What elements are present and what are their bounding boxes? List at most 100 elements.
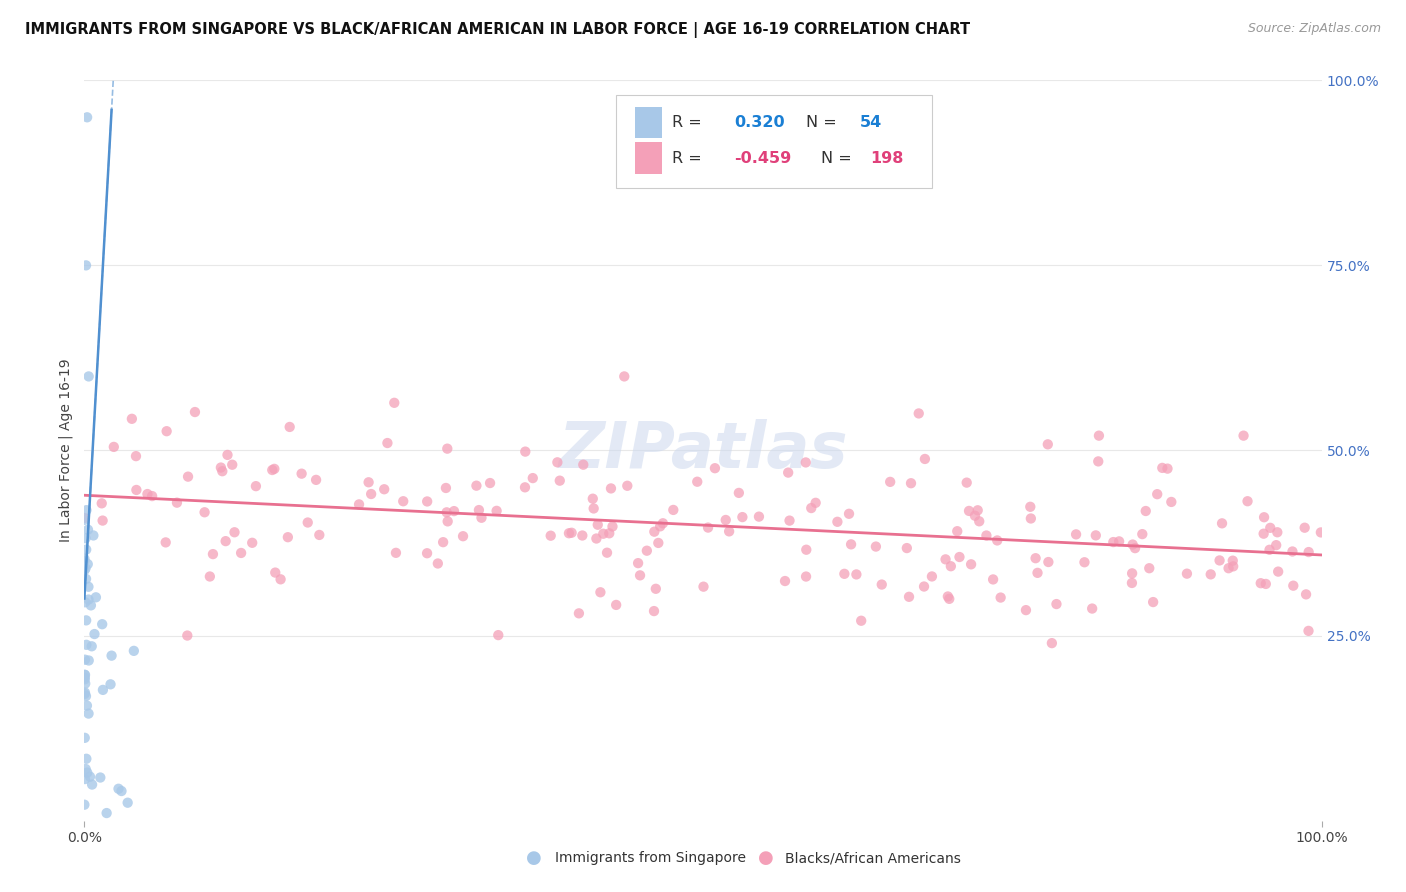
Point: [1137, 561, 1160, 575]
Point: [1121, 566, 1143, 581]
Point: [468, 503, 491, 517]
Point: [91, 682, 114, 697]
Point: [107, 781, 129, 796]
Point: [628, 568, 651, 582]
Point: [73, 513, 96, 527]
Point: [221, 458, 243, 472]
Point: [1036, 437, 1059, 451]
Point: [1156, 461, 1178, 475]
Point: [229, 546, 252, 560]
Point: [479, 476, 502, 491]
Point: [794, 455, 817, 469]
Point: [485, 504, 508, 518]
Point: [1108, 534, 1130, 549]
Point: [967, 514, 990, 528]
Point: [838, 507, 860, 521]
Point: [91, 617, 114, 632]
Point: [912, 580, 935, 594]
Point: [392, 494, 415, 508]
Point: [262, 463, 284, 477]
Point: [136, 487, 159, 501]
Point: [834, 566, 856, 581]
Point: [1218, 561, 1240, 575]
Point: [110, 784, 132, 798]
Point: [451, 529, 474, 543]
Point: [558, 526, 581, 541]
Point: [936, 590, 959, 604]
Point: [240, 536, 263, 550]
Point: [1253, 526, 1275, 541]
Point: [91, 514, 114, 528]
Point: [773, 574, 796, 588]
Point: [647, 536, 669, 550]
Point: [1084, 528, 1107, 542]
Point: [1222, 559, 1244, 574]
Point: [214, 534, 236, 549]
Point: [731, 510, 754, 524]
Point: [794, 569, 817, 583]
Point: [1258, 542, 1281, 557]
Point: [75, 762, 97, 776]
Point: [166, 496, 188, 510]
Point: [728, 486, 751, 500]
Point: [194, 505, 217, 519]
Point: [73, 551, 96, 566]
Point: [592, 526, 614, 541]
Point: [100, 648, 122, 663]
Point: [80, 778, 103, 792]
Point: [662, 503, 685, 517]
Text: R =: R =: [672, 115, 707, 130]
Point: [270, 572, 292, 586]
Point: [465, 478, 488, 492]
Text: -0.459: -0.459: [734, 151, 792, 166]
Point: [1122, 537, 1144, 551]
Text: IMMIGRANTS FROM SINGAPORE VS BLACK/AFRICAN AMERICAN IN LABOR FORCE | AGE 16-19 C: IMMIGRANTS FROM SINGAPORE VS BLACK/AFRIC…: [25, 22, 970, 38]
Point: [73, 731, 96, 745]
Point: [82, 528, 104, 542]
Point: [278, 420, 301, 434]
Point: [1208, 553, 1230, 567]
Point: [1298, 545, 1320, 559]
Point: [981, 573, 1004, 587]
Point: [1211, 516, 1233, 531]
Point: [1294, 521, 1316, 535]
Point: [1130, 527, 1153, 541]
Point: [1236, 494, 1258, 508]
Point: [385, 546, 408, 560]
Point: [1019, 511, 1042, 525]
Point: [921, 569, 943, 583]
Bar: [636, 143, 662, 174]
Point: [217, 448, 239, 462]
Text: R =: R =: [672, 151, 707, 166]
Point: [432, 535, 454, 549]
Point: [357, 475, 380, 490]
Point: [914, 452, 936, 467]
Point: [73, 673, 96, 687]
Point: [76, 111, 98, 125]
Point: [1253, 510, 1275, 524]
Point: [643, 604, 665, 618]
Point: [1175, 566, 1198, 581]
Point: [1073, 555, 1095, 569]
Point: [80, 640, 103, 654]
Point: [73, 653, 96, 667]
Point: [76, 698, 98, 713]
Point: [748, 509, 770, 524]
Point: [103, 440, 125, 454]
Point: [75, 689, 97, 703]
Point: [75, 259, 97, 273]
Point: [263, 462, 285, 476]
Point: [264, 566, 287, 580]
Point: [277, 530, 299, 544]
Point: [1199, 567, 1222, 582]
Point: [75, 595, 97, 609]
Point: [703, 461, 725, 475]
Text: N =: N =: [821, 151, 856, 166]
Point: [960, 558, 983, 572]
Point: [692, 580, 714, 594]
Point: [616, 479, 638, 493]
Point: [75, 752, 97, 766]
Point: [436, 505, 458, 519]
Point: [305, 473, 328, 487]
Point: [125, 449, 148, 463]
